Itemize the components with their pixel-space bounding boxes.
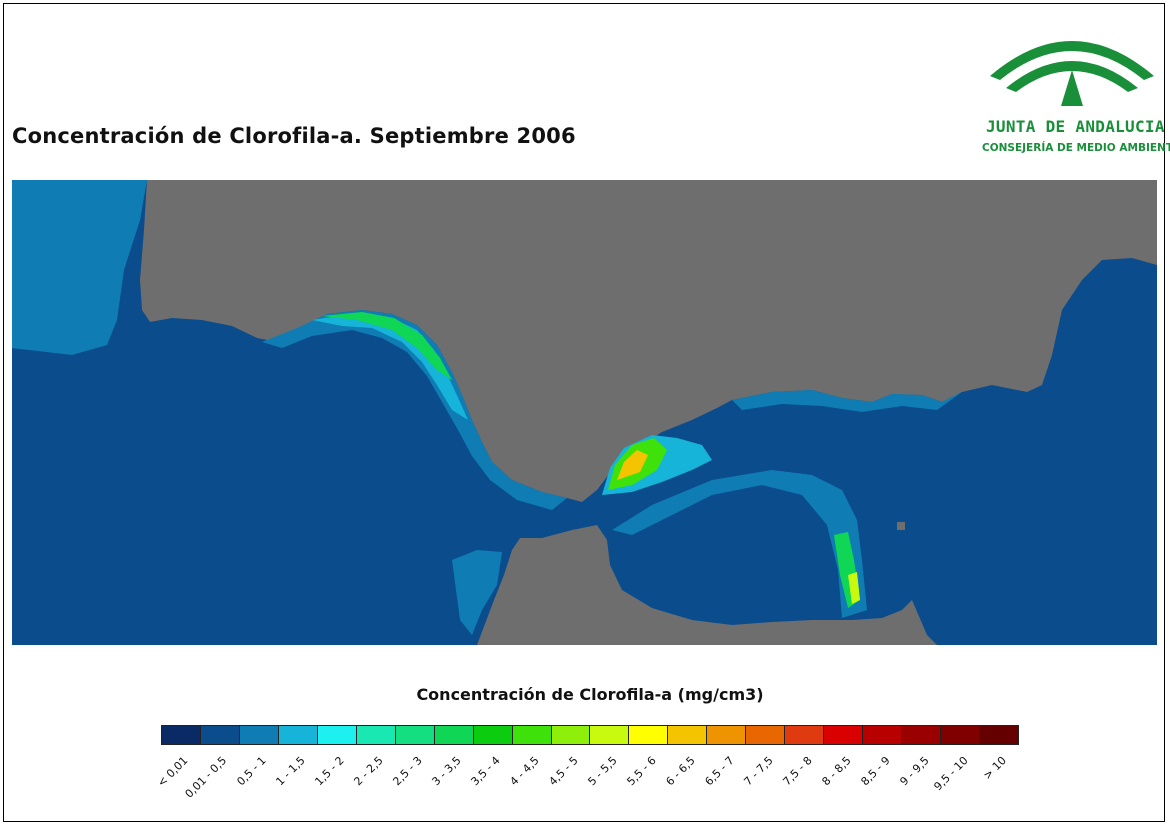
legend-swatch [902,726,942,744]
legend-label: 9 - 9,5 [896,754,932,789]
legend-label: 6 - 6,5 [662,754,698,789]
logo-name-text: JUNTA DE ANDALUCIA [986,117,1165,136]
legend-label: 2 - 2,5 [350,754,386,789]
legend-label: 5 - 5,5 [584,754,620,789]
legend-swatch [473,726,513,744]
legend-title: Concentración de Clorofila-a (mg/cm3) [416,685,764,704]
bloom-alboran-east-core [848,572,860,604]
legend-swatch [200,726,240,744]
legend-label: 0,5 - 1 [233,754,269,789]
legend-swatch [863,726,903,744]
legend-label: > 10 [980,754,1009,783]
legend-label: 2,5 - 3 [389,754,425,789]
legend-swatch [785,726,825,744]
legend-label: 9,5 - 10 [930,754,971,794]
coastal-band-cadiz [262,310,567,510]
alboran-gyre-ring [612,470,867,618]
coastal-band-portugal [12,180,147,355]
legend-swatch [512,726,552,744]
coastal-band-mediterranean [732,390,962,412]
legend-swatch [590,726,630,744]
legend-swatch [629,726,669,744]
legend-label: 4,5 - 5 [545,754,581,789]
legend-label: 8 - 8,5 [818,754,854,789]
legend-label: 1,5 - 2 [311,754,347,789]
legend-label: 3,5 - 4 [467,754,503,789]
legend-swatch [824,726,864,744]
legend-swatch [551,726,591,744]
legend-swatch [668,726,708,744]
legend-color-bar [161,725,1019,745]
legend-swatch [746,726,786,744]
island-alboran [897,522,905,530]
iberia-land [140,180,1157,502]
legend-swatch [980,726,1018,744]
legend-swatch [356,726,396,744]
legend-label: 8,5 - 9 [857,754,893,789]
bloom-alboran-core [617,450,648,480]
legend-swatch [434,726,474,744]
logo-subtitle-text: CONSEJERÍA DE MEDIO AMBIENTE [982,142,1170,154]
legend-swatch [707,726,747,744]
legend-label: 3 - 3,5 [428,754,464,789]
legend-label: 7 - 7,5 [740,754,776,789]
legend-swatch [239,726,279,744]
legend-swatch [278,726,318,744]
legend-swatch [162,726,201,744]
legend-label: 5,5 - 6 [623,754,659,789]
legend-swatch [395,726,435,744]
map-title: Concentración de Clorofila-a. Septiembre… [12,124,576,148]
chlorophyll-map [12,180,1157,645]
legend-label: 1 - 1,5 [272,754,308,789]
legend-label: 4 - 4,5 [506,754,542,789]
bloom-cadiz [322,312,452,380]
legend-label: 6,5 - 7 [701,754,737,789]
coastal-band-morocco [452,550,502,635]
legend-label: 7,5 - 8 [779,754,815,789]
legend-swatch [317,726,357,744]
north-africa-land [477,525,937,645]
figure-frame [3,3,1165,822]
legend-swatch [941,726,981,744]
junta-andalucia-logo [990,41,1154,106]
